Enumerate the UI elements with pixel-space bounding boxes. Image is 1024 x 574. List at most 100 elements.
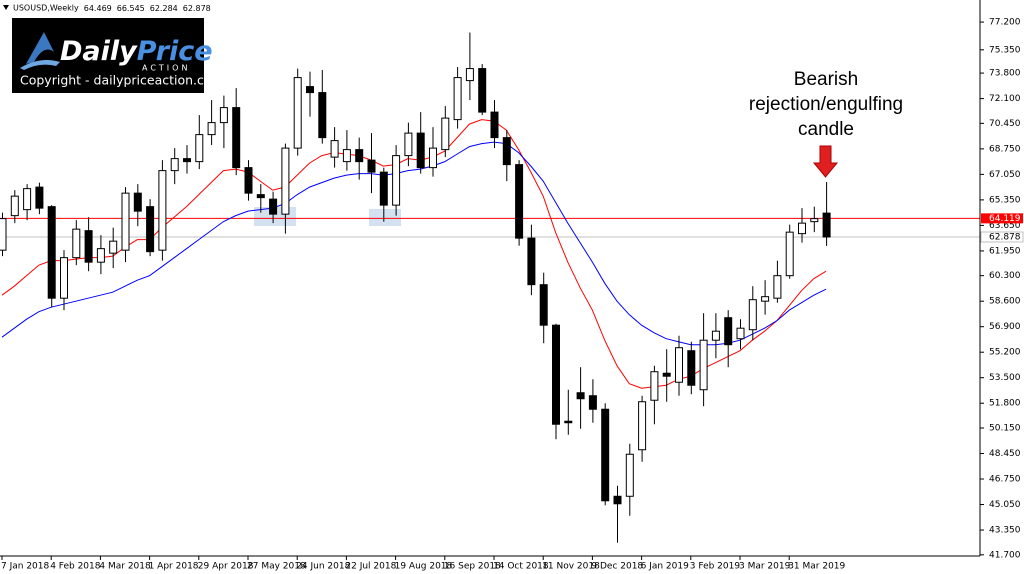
candle-body [761, 296, 770, 302]
candle-body [539, 284, 548, 326]
y-tick-label: 55.200 [989, 348, 1021, 358]
candle-body [515, 164, 524, 239]
x-tick-label: 16 Sep 2018 [444, 562, 501, 572]
logo-brand-2: Price [137, 36, 213, 67]
candle-body [662, 372, 671, 377]
candle-body [183, 158, 191, 163]
candle-body [10, 195, 19, 217]
y-tick-label: 73.800 [989, 69, 1021, 79]
candle-body [342, 149, 351, 163]
x-tick-label: 7 Jan 2018 [1, 562, 49, 572]
x-tick-label: 3 Mar 2019 [739, 562, 791, 572]
copyright: Copyright - dailypriceaction.com [20, 73, 224, 88]
candle-body [121, 192, 130, 251]
candle-body [564, 420, 573, 424]
candle-body [601, 408, 610, 502]
candle-body [773, 275, 782, 299]
candle-body [256, 194, 265, 199]
candle-body [588, 395, 597, 410]
candle-body [625, 453, 634, 497]
candle-body [379, 171, 388, 206]
candle-body [281, 147, 290, 215]
moving-average [1, 141, 827, 346]
y-tick-label: 51.800 [989, 399, 1021, 409]
logo-brand: DailyPrice [60, 36, 213, 67]
candle-body [404, 132, 413, 157]
y-tick-label: 72.100 [989, 94, 1021, 104]
watermark: DailyPrice ACTION Copyright - dailyprice… [12, 18, 224, 93]
y-tick-label: 43.350 [989, 526, 1021, 536]
candle-body [613, 495, 622, 505]
candle-body [269, 198, 278, 215]
candle-body [465, 68, 474, 82]
candle-body [416, 132, 425, 169]
y-tick-label: 48.450 [989, 449, 1021, 459]
candle-body [453, 77, 462, 121]
y-tick-label: 53.500 [989, 373, 1021, 383]
candle-body [638, 401, 647, 451]
candle-body [232, 107, 241, 169]
level-price-box [981, 213, 1023, 224]
candle-body [96, 248, 105, 263]
candle-body [527, 237, 536, 286]
candle-body [170, 158, 179, 172]
support-zone [369, 209, 401, 226]
candle-body [478, 68, 487, 113]
candle-body [207, 122, 216, 136]
candle-body [392, 155, 401, 206]
header-high: 66.545 [117, 4, 145, 13]
y-tick-label: 67.050 [989, 170, 1021, 180]
candle-body [502, 137, 511, 166]
header-icon [3, 5, 9, 10]
logo-icon [26, 32, 54, 64]
x-tick-label: 29 Apr 2018 [198, 562, 254, 572]
candle-body [133, 192, 142, 212]
candle-body [35, 186, 44, 209]
bid-price-label: 62.878 [989, 232, 1021, 242]
candle-body [293, 77, 302, 149]
y-tick-label: 63.650 [989, 221, 1021, 231]
y-tick-label: 45.050 [989, 500, 1021, 510]
candle-body [785, 231, 794, 277]
candle-body [650, 371, 659, 401]
candle-body [330, 140, 339, 158]
plot-area [0, 32, 980, 543]
x-tick-label: 27 May 2018 [247, 562, 306, 572]
candle-body [687, 350, 696, 386]
candle-body [736, 327, 745, 340]
x-tick-label: 24 Jun 2018 [296, 562, 350, 572]
header-close: 62.878 [183, 4, 211, 13]
logo-brand-1: Daily [60, 36, 138, 67]
annotation-line: rejection/engulfing [749, 94, 903, 115]
annotation-arrow [812, 145, 839, 178]
candle-body [47, 206, 56, 299]
x-tick-label: 4 Feb 2018 [50, 562, 101, 572]
logo-box [12, 18, 204, 93]
candle-body [699, 339, 708, 391]
candle-body [60, 257, 68, 299]
candle-body [822, 212, 831, 238]
logo-swoosh [20, 60, 60, 70]
candle-body [318, 92, 327, 139]
candle-body [798, 222, 806, 235]
x-tick-label: 3 Feb 2019 [690, 562, 741, 572]
candle-body [429, 147, 437, 169]
annotation: Bearish rejection/engulfing candle [749, 69, 903, 178]
annotation-line: Bearish [794, 69, 858, 90]
x-tick-label: 11 Nov 2018 [542, 562, 600, 572]
y-tick-label: 70.450 [989, 119, 1021, 129]
annotation-line: candle [798, 119, 854, 140]
x-tick-label: 19 Aug 2018 [395, 562, 453, 572]
y-tick-label: 77.200 [989, 18, 1021, 28]
header-open: 64.469 [84, 4, 112, 13]
candle-body [23, 188, 32, 211]
candle-body [195, 134, 204, 163]
candle-body [158, 170, 167, 251]
candle-body [109, 240, 118, 254]
candle-body [0, 218, 7, 251]
y-tick-label: 68.750 [989, 144, 1021, 154]
level-price-label: 64.119 [989, 214, 1021, 224]
x-tick-label: 6 Jan 2019 [641, 562, 689, 572]
candle-body [711, 330, 720, 341]
